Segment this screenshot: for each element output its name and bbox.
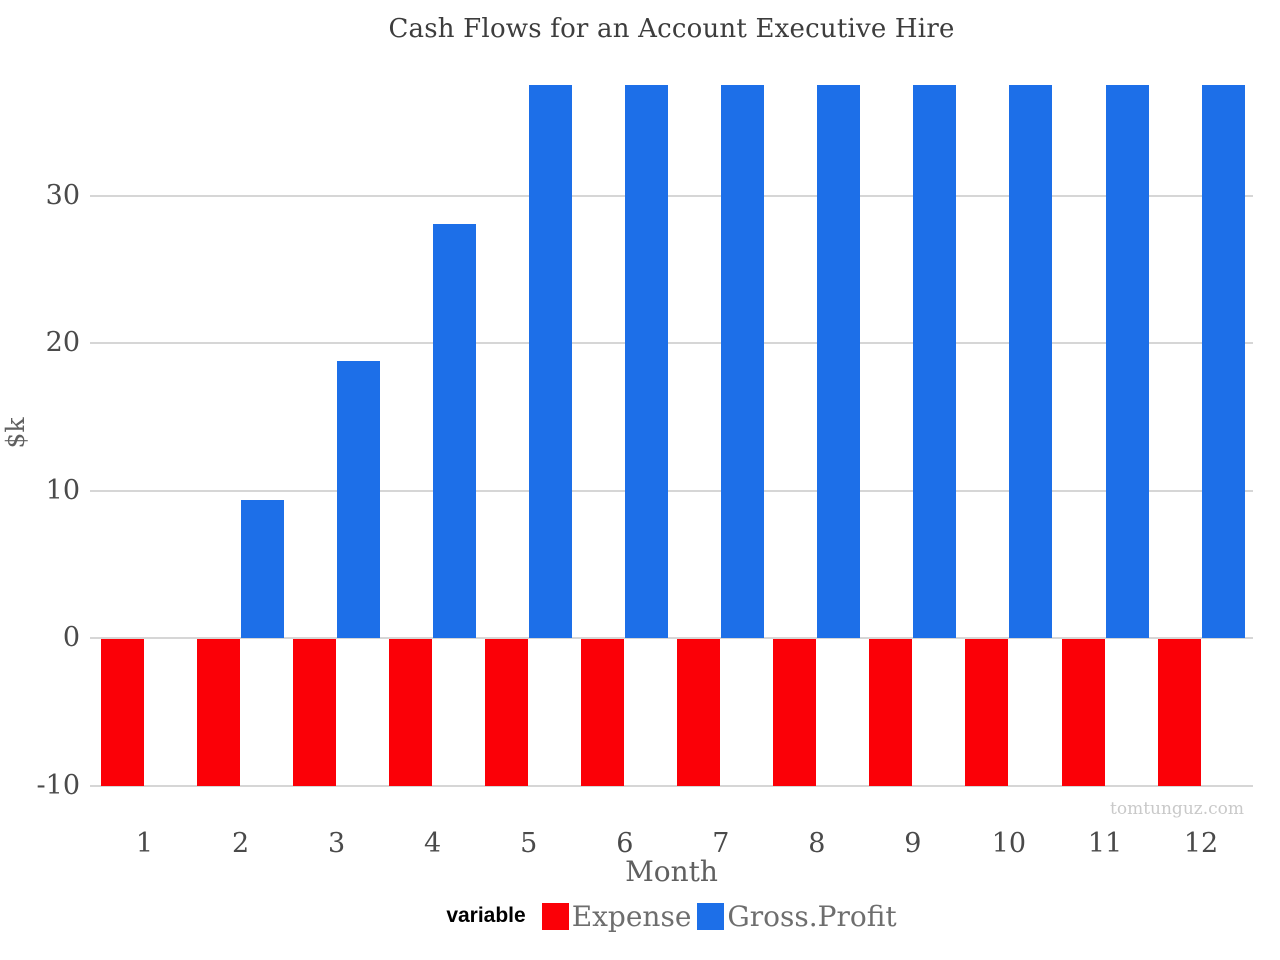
legend-items: Expense Gross.Profit — [536, 900, 897, 933]
bar-expense-month-11 — [1061, 639, 1105, 786]
x-tick-label-8: 8 — [808, 828, 826, 859]
bar-gross-profit-month-4 — [433, 223, 477, 639]
bar-gross-profit-month-12 — [1201, 85, 1245, 639]
x-tick-label-3: 3 — [328, 828, 346, 859]
y-axis-title: $k — [1, 417, 30, 449]
x-tick-label-9: 9 — [904, 828, 922, 859]
y-tick-label--10: -10 — [36, 770, 80, 801]
x-tick-label-2: 2 — [232, 828, 250, 859]
bar-gross-profit-month-6 — [625, 85, 669, 639]
bar-gross-profit-month-3 — [337, 361, 381, 639]
bar-expense-month-10 — [965, 639, 1009, 786]
legend-label-gross-profit: Gross.Profit — [727, 899, 897, 933]
bar-expense-month-4 — [389, 639, 433, 786]
bar-expense-month-2 — [197, 639, 241, 786]
bar-gross-profit-month-10 — [1009, 85, 1053, 639]
x-axis-title: Month — [625, 855, 718, 888]
x-tick-label-6: 6 — [616, 828, 634, 859]
legend-item-gross-profit: Gross.Profit — [697, 899, 897, 933]
gridline-y-10 — [90, 489, 1253, 492]
bar-gross-profit-month-5 — [529, 85, 573, 639]
legend-title: variable — [446, 904, 526, 927]
y-tick-label-0: 0 — [62, 622, 80, 654]
y-tick-label-10: 10 — [45, 474, 80, 506]
x-tick-label-7: 7 — [712, 828, 730, 859]
bar-expense-month-8 — [773, 639, 817, 786]
legend: variable Expense Gross.Profit — [90, 898, 1253, 934]
bar-gross-profit-month-8 — [817, 85, 861, 639]
y-tick-label-20: 20 — [45, 327, 80, 359]
bar-gross-profit-month-2 — [241, 499, 285, 639]
bar-expense-month-12 — [1157, 639, 1201, 786]
gridline-y-0 — [90, 637, 1253, 640]
x-tick-label-5: 5 — [520, 828, 538, 859]
legend-item-expense: Expense — [541, 899, 692, 933]
bar-expense-month-5 — [485, 639, 529, 786]
legend-label-expense: Expense — [571, 899, 692, 933]
chart-title: Cash Flows for an Account Executive Hire — [388, 14, 955, 44]
gridline-y--10 — [90, 785, 1253, 787]
x-tick-label-10: 10 — [991, 828, 1027, 859]
bar-gross-profit-month-11 — [1105, 85, 1149, 639]
gridline-y-30 — [90, 194, 1253, 197]
bar-expense-month-1 — [101, 639, 144, 786]
watermark: tomtunguz.com — [1110, 799, 1244, 819]
bar-expense-month-6 — [581, 639, 625, 786]
y-tick-label-30: 30 — [45, 179, 80, 211]
x-tick-label-1: 1 — [135, 828, 154, 859]
bar-expense-month-3 — [293, 639, 337, 786]
bar-expense-month-7 — [677, 639, 721, 786]
x-tick-label-12: 12 — [1183, 828, 1219, 859]
bar-gross-profit-month-9 — [913, 85, 957, 639]
bar-gross-profit-month-7 — [721, 85, 765, 639]
plot-area — [90, 85, 1253, 787]
x-tick-label-11: 11 — [1087, 828, 1123, 859]
legend-swatch-expense — [541, 902, 569, 930]
gridline-y-20 — [90, 342, 1253, 345]
legend-swatch-gross-profit — [697, 902, 725, 930]
bar-expense-month-9 — [869, 639, 913, 786]
x-tick-label-4: 4 — [424, 828, 442, 859]
